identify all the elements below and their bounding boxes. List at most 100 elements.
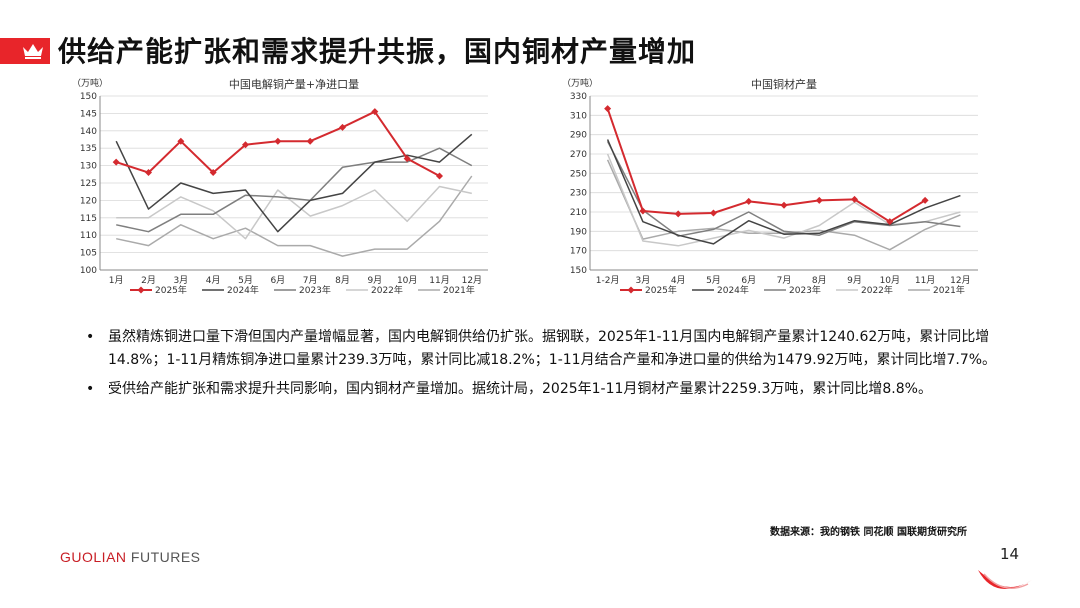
y-tick-label: 125 (80, 179, 97, 189)
y-tick-label: 190 (570, 227, 587, 237)
data-point (339, 123, 346, 131)
data-point (436, 172, 443, 180)
x-tick-label: 4月 (671, 275, 686, 286)
legend-label: 2023年 (299, 284, 331, 296)
data-point (815, 196, 823, 204)
x-tick-label: 1月 (109, 275, 124, 286)
x-tick-label: 5月 (238, 275, 253, 286)
x-tick-label: 6月 (270, 275, 285, 286)
y-axis-label: （万吨） (72, 77, 108, 89)
legend-marker (137, 286, 145, 294)
x-tick-label: 6月 (741, 275, 756, 286)
series-line-2025年 (606, 108, 926, 223)
bullet-dot: • (86, 381, 95, 397)
legend-label: 2025年 (645, 284, 677, 296)
page-title: 供给产能扩张和需求提升共振，国内铜材产量增加 (58, 35, 697, 68)
logo-text-sub: FUTURES (126, 549, 201, 565)
legend-marker (627, 286, 635, 294)
y-tick-label: 100 (80, 266, 97, 276)
x-tick-label: 10月 (880, 275, 900, 286)
y-tick-label: 110 (80, 231, 97, 241)
data-point (709, 209, 717, 217)
series-line-2024年 (606, 139, 961, 245)
series-line-2021年 (606, 159, 961, 251)
data-point (851, 195, 859, 203)
chart-copper-products: 中国铜材产量 （万吨） 150 170 190 210 230 250 270 290 310 330… (560, 74, 990, 304)
y-tick-label: 330 (570, 92, 587, 102)
legend-label: 2025年 (155, 284, 187, 296)
data-point (403, 155, 411, 163)
data-source: 数据来源：我的钢铁 同花顺 国联期货研究所 (770, 527, 967, 538)
y-tick-label: 170 (570, 247, 587, 257)
x-tick-label: 12月 (462, 275, 482, 286)
bullet-item: • 虽然精炼铜进口量下滑但国内产量增幅显著，国内电解铜供给仍扩张。据钢联，202… (86, 326, 1006, 372)
y-tick-label: 290 (570, 131, 587, 141)
legend-label: 2022年 (861, 284, 893, 296)
page-number: 14 (1000, 545, 1020, 563)
y-tick-label: 250 (570, 169, 587, 179)
data-point (209, 169, 217, 177)
x-tick-label: 4月 (206, 275, 221, 286)
x-tick-label: 5月 (706, 275, 721, 286)
data-point (674, 210, 682, 218)
company-logo: GUOLIAN FUTURES (60, 549, 201, 565)
legend-label: 2024年 (717, 284, 749, 296)
data-point (112, 158, 120, 166)
x-tick-label: 10月 (397, 275, 417, 286)
x-tick-label: 7月 (303, 275, 318, 286)
data-point (780, 201, 788, 209)
series-line-2024年 (115, 133, 473, 233)
y-tick-label: 150 (80, 92, 97, 102)
x-tick-label: 9月 (847, 275, 862, 286)
data-point (921, 196, 929, 204)
data-point (177, 137, 185, 145)
y-tick-label: 150 (570, 266, 587, 276)
chart-electrolytic-copper: 中国电解铜产量+净进口量 （万吨） 100 105 110 115 120 125 130 135… (70, 74, 500, 304)
legend-label: 2021年 (443, 284, 475, 296)
y-tick-label: 135 (80, 144, 97, 154)
x-tick-label: 8月 (812, 275, 827, 286)
y-tick-label: 145 (80, 109, 97, 119)
x-tick-label: 11月 (915, 275, 935, 286)
y-tick-label: 120 (80, 196, 97, 206)
y-axis-label: （万吨） (562, 77, 598, 89)
data-point (604, 105, 612, 113)
x-tick-label: 3月 (636, 275, 651, 286)
bullet-item: • 受供给产能扩张和需求提升共同影响，国内铜材产量增加。据统计局，2025年1-… (86, 378, 1006, 401)
data-point (145, 169, 152, 177)
legend-label: 2022年 (371, 284, 403, 296)
legend-label: 2023年 (789, 284, 821, 296)
y-tick-label: 105 (80, 249, 97, 259)
series-line-2023年 (116, 147, 473, 233)
chart-svg: 中国电解铜产量+净进口量 （万吨） 100 105 110 115 120 125 130 135… (72, 77, 488, 296)
series-line-2023年 (606, 141, 961, 237)
chart-title: 中国电解铜产量+净进口量 (229, 77, 359, 91)
data-point (639, 207, 647, 215)
x-tick-label: 12月 (950, 275, 970, 286)
x-tick-label: 7月 (777, 275, 792, 286)
crown-icon (23, 44, 43, 59)
chart-svg: 中国铜材产量 （万吨） 150 170 190 210 230 250 270 290 310 330… (562, 77, 978, 296)
x-tick-label: 1-2月 (596, 275, 620, 286)
y-tick-label: 210 (570, 208, 587, 218)
series-line-2022年 (116, 185, 472, 240)
y-tick-label: 140 (80, 127, 97, 137)
logo-text-main: GUOLIAN (60, 549, 127, 565)
series-line-2021年 (116, 175, 473, 257)
bullet-text: 受供给产能扩张和需求提升共同影响，国内铜材产量增加。据统计局，2025年1-11… (108, 381, 932, 397)
data-point (306, 137, 314, 145)
bullet-list: • 虽然精炼铜进口量下滑但国内产量增幅显著，国内电解铜供给仍扩张。据钢联，202… (86, 326, 1006, 407)
data-point (745, 197, 753, 205)
corner-swoosh-decoration (978, 570, 1032, 589)
legend-label: 2021年 (933, 284, 965, 296)
data-point (371, 108, 379, 116)
x-tick-label: 8月 (335, 275, 350, 286)
data-point (886, 218, 894, 226)
x-tick-label: 11月 (429, 275, 449, 286)
data-point (274, 137, 282, 145)
bullet-dot: • (86, 329, 95, 345)
legend-label: 2024年 (227, 284, 259, 296)
chart-title: 中国铜材产量 (751, 77, 817, 91)
x-tick-label: 3月 (173, 275, 188, 286)
x-tick-label: 2月 (141, 275, 156, 286)
